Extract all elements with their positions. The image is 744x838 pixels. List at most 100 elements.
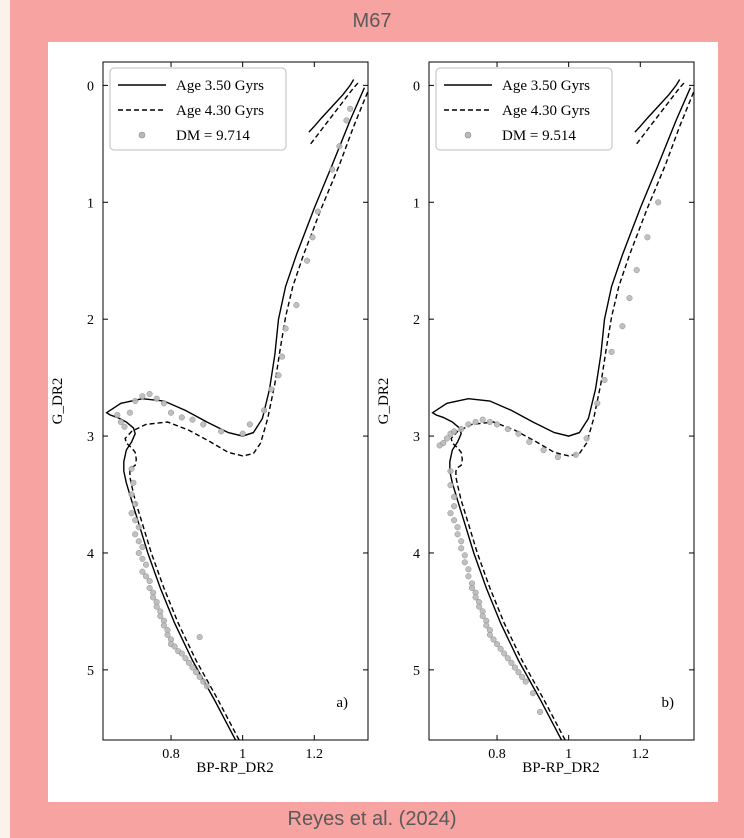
star-point-b — [519, 673, 526, 680]
y-tick-label-a: 3 — [87, 430, 94, 445]
x-tick-label-a: 0.8 — [162, 747, 180, 762]
plot-area-a — [102, 61, 369, 741]
star-point-b — [508, 659, 515, 666]
star-point-b — [515, 430, 522, 437]
star-point-b — [493, 641, 501, 648]
star-point-b — [511, 664, 518, 671]
star-point-b — [493, 421, 501, 428]
star-point-b — [451, 428, 458, 435]
star-point-b — [540, 447, 547, 454]
x-tick-label-b: 1.2 — [632, 747, 650, 762]
y-tick-label-b: 1 — [413, 196, 420, 211]
star-point-a — [275, 372, 282, 379]
star-point-a — [126, 409, 133, 416]
star-point-a — [343, 117, 350, 124]
star-point-a — [279, 353, 286, 360]
legend-point-marker-b — [464, 131, 472, 139]
star-point-b — [472, 594, 479, 601]
star-point-a — [178, 414, 185, 421]
star-point-a — [171, 643, 178, 650]
legend-label-dm-a: DM = 9.714 — [176, 128, 250, 144]
star-point-b — [476, 603, 483, 610]
star-point-a — [336, 143, 343, 150]
star-point-a — [139, 555, 146, 562]
star-point-b — [633, 267, 640, 274]
star-point-b — [468, 584, 476, 592]
star-point-a — [182, 655, 189, 662]
star-point-b — [451, 517, 458, 524]
star-point-b — [443, 435, 450, 442]
star-point-b — [655, 199, 662, 206]
star-point-b — [479, 613, 486, 620]
star-point-b — [626, 295, 633, 302]
legend-label-age430-a: Age 4.30 Gyrs — [176, 103, 264, 119]
star-point-a — [189, 664, 196, 671]
legend-label-age430-b: Age 4.30 Gyrs — [502, 103, 590, 119]
star-point-a — [117, 418, 124, 426]
star-point-a — [130, 479, 137, 486]
star-point-b — [497, 645, 504, 652]
star-point-a — [153, 395, 160, 402]
star-point-b — [451, 493, 458, 500]
star-point-b — [454, 531, 461, 538]
star-point-a — [185, 659, 192, 666]
star-point-a — [157, 613, 164, 620]
star-point-a — [135, 524, 142, 531]
star-point-a — [135, 538, 142, 545]
star-point-b — [501, 650, 508, 657]
star-point-b — [458, 538, 465, 545]
x-tick-label-a: 1.2 — [306, 747, 324, 762]
star-point-a — [196, 673, 203, 680]
star-point-b — [526, 438, 533, 445]
star-point-a — [200, 678, 207, 685]
star-point-b — [504, 426, 511, 433]
legend-label-age350-a: Age 3.50 Gyrs — [176, 78, 264, 94]
slide-title: M67 — [352, 10, 392, 32]
star-point-a — [167, 409, 175, 416]
legend-box-a — [109, 67, 287, 151]
legend-label-age350-b: Age 3.50 Gyrs — [502, 78, 590, 94]
y-axis-label-b: G_DR2 — [376, 378, 392, 425]
star-point-b — [608, 348, 615, 355]
star-point-b — [529, 690, 536, 697]
star-point-a — [121, 423, 128, 430]
star-point-a — [193, 669, 200, 676]
star-point-a — [153, 603, 160, 610]
plot-data-a — [105, 79, 368, 740]
panel-label-b: b) — [662, 695, 675, 711]
star-point-a — [114, 411, 121, 419]
y-tick-label-b: 0 — [413, 79, 420, 94]
star-point-b — [486, 418, 493, 426]
star-point-a — [132, 517, 139, 524]
star-point-a — [142, 573, 150, 580]
isochrone-line-dashed-3-a — [310, 81, 360, 145]
isochrone-line-solid-0-b — [431, 87, 692, 740]
star-point-b — [461, 559, 468, 566]
star-point-a — [268, 386, 275, 393]
star-point-a — [146, 584, 153, 592]
star-point-a — [178, 650, 185, 657]
star-point-b — [619, 323, 626, 330]
star-point-a — [293, 302, 300, 309]
star-point-a — [139, 393, 146, 400]
y-tick-label-b: 4 — [413, 547, 420, 562]
legend-point-marker-a — [138, 131, 146, 139]
star-point-b — [522, 678, 529, 685]
star-point-b — [536, 708, 544, 715]
star-point-a — [142, 561, 150, 568]
chart-panel-b: 0.8 1 1.2 0 1 2 3 4 5 BP-RP_DR2 G_DR2 b) Age 3.5… — [376, 61, 695, 776]
legend-box-b — [435, 67, 613, 151]
star-point-a — [160, 622, 167, 629]
star-point-a — [139, 568, 146, 575]
star-point-a — [150, 594, 157, 601]
star-point-b — [458, 426, 465, 433]
star-point-b — [554, 454, 561, 461]
citation-credit: Reyes et al. (2024) — [287, 808, 457, 830]
isochrone-line-dashed-1-b — [450, 90, 694, 740]
y-tick-label-a: 1 — [87, 196, 94, 211]
figure-panel: 0.8 1 1.2 0 1 2 3 4 5 BP-RP_DR2 G_DR2 a) Age 3.5… — [48, 42, 718, 802]
plot-data-b — [431, 79, 694, 740]
isochrone-line-solid-2-a — [308, 79, 355, 133]
star-point-b — [486, 631, 493, 638]
star-point-a — [246, 421, 253, 428]
